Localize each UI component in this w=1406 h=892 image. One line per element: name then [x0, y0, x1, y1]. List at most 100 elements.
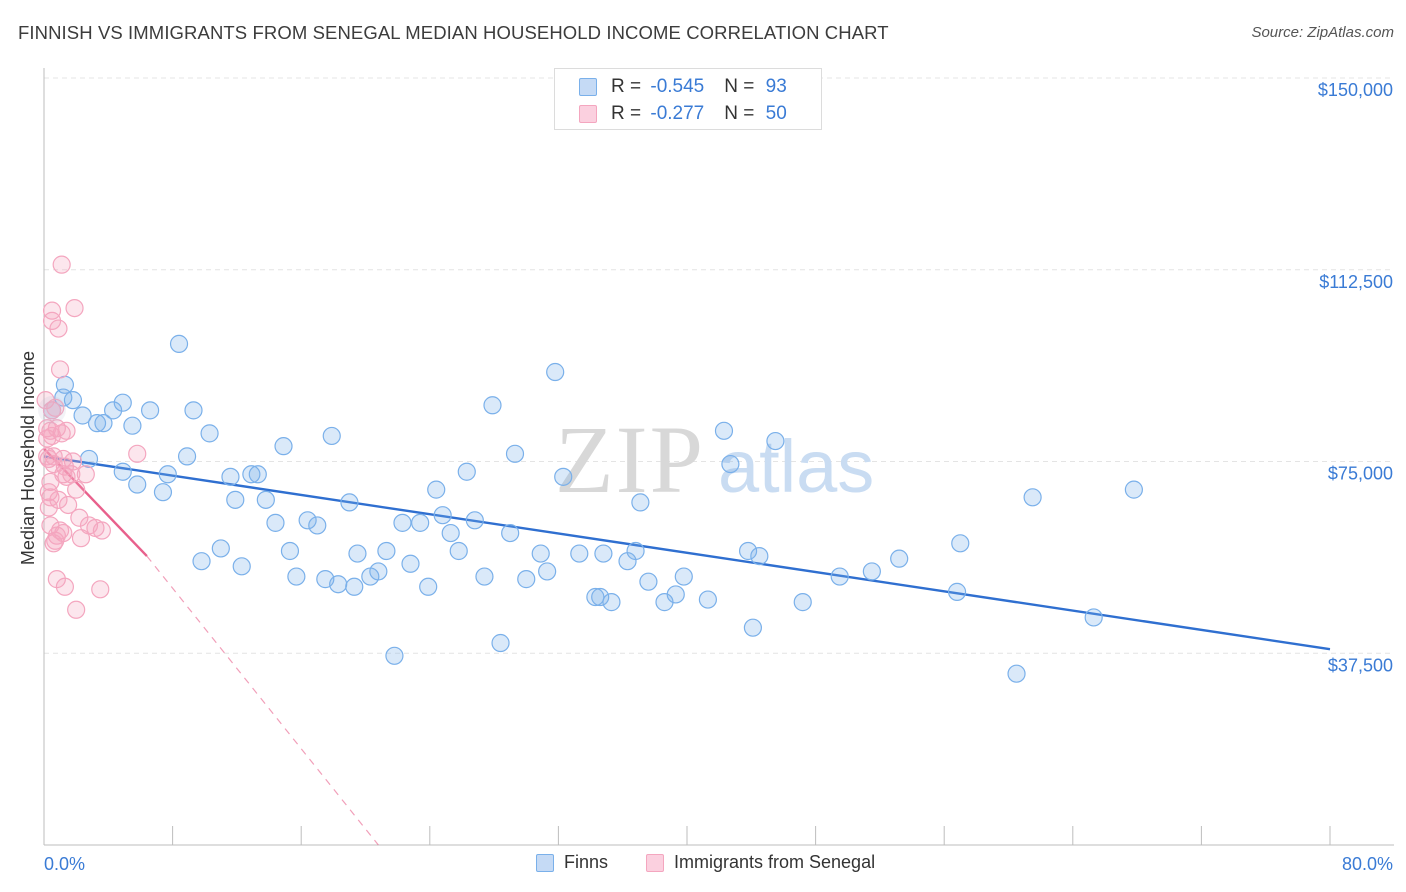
finns-point	[626, 541, 645, 561]
finns-point	[419, 577, 438, 596]
senegal-point	[76, 465, 95, 484]
trend-line-extension-1	[146, 555, 379, 846]
legend-swatch-finns	[579, 78, 597, 96]
finns-point	[158, 465, 177, 484]
finns-point	[698, 590, 717, 609]
senegal-point	[67, 600, 86, 619]
finns-point	[377, 541, 396, 561]
senegal-point	[55, 577, 74, 596]
correlation-legend: R = -0.545 N = 93 R = -0.277 N = 50	[554, 68, 822, 130]
senegal-point	[52, 255, 71, 274]
finns-point	[123, 416, 142, 435]
finns-point	[639, 572, 658, 591]
watermark-zip: ZIP	[555, 406, 705, 513]
senegal-point	[39, 483, 58, 502]
finns-point	[457, 462, 476, 481]
senegal-point	[50, 360, 70, 379]
finns-point	[1084, 608, 1103, 627]
finns-point	[221, 467, 240, 486]
finns-point	[666, 585, 685, 604]
finns-point	[153, 483, 173, 502]
senegal-point	[128, 444, 147, 463]
finns-point	[345, 577, 364, 596]
finns-point	[287, 567, 306, 586]
senegal-point	[70, 508, 89, 527]
senegal-point	[92, 521, 111, 540]
finns-point	[491, 633, 510, 653]
senegal-point	[59, 495, 78, 515]
finns-point	[465, 511, 484, 530]
finns-point	[947, 582, 967, 601]
senegal-point	[55, 457, 74, 476]
x-tick-label-max: 80.0%	[1342, 854, 1393, 874]
senegal-point	[65, 299, 84, 318]
finns-point	[531, 544, 550, 563]
finns-point	[766, 431, 785, 451]
senegal-point	[41, 421, 60, 440]
senegal-point	[71, 529, 91, 548]
senegal-point	[49, 490, 68, 509]
points-layer	[36, 255, 1143, 683]
watermark-atlas: atlas	[718, 425, 874, 508]
watermark: ZIP atlas	[555, 406, 874, 513]
senegal-point	[50, 521, 70, 540]
finns-point	[274, 437, 293, 456]
senegal-point	[91, 580, 110, 599]
finns-point	[232, 557, 251, 576]
finns-point	[586, 587, 605, 607]
finns-point	[890, 549, 909, 568]
legend-r-label: R =	[611, 103, 647, 124]
finns-point	[594, 544, 613, 563]
x-tick-label-min: 0.0%	[44, 854, 85, 874]
finns-point	[830, 567, 849, 586]
finns-point	[256, 490, 275, 509]
trend-line-0	[43, 455, 1331, 651]
finns-point	[743, 618, 763, 637]
finns-point	[721, 454, 740, 474]
y-tick-label: $150,000	[1318, 80, 1393, 100]
finns-point	[87, 414, 107, 433]
finns-point	[674, 567, 693, 586]
finns-point	[248, 465, 267, 484]
senegal-point	[57, 421, 76, 440]
finns-point	[200, 424, 219, 443]
legend-n-value: 50	[765, 103, 787, 124]
finns-point	[570, 544, 589, 563]
finns-point	[184, 401, 203, 420]
finns-point	[538, 562, 557, 581]
legend-swatch-senegal	[579, 105, 597, 123]
finns-point	[369, 562, 388, 581]
finns-point	[226, 490, 245, 509]
finns-point	[211, 539, 230, 558]
senegal-point	[38, 447, 57, 466]
finns-point	[73, 406, 92, 425]
finns-point	[411, 513, 430, 532]
legend-row-senegal: R = -0.277 N = 50	[579, 101, 787, 127]
finns-point	[140, 401, 160, 420]
finns-point	[517, 570, 536, 589]
legend-n-label: N =	[724, 76, 760, 97]
finns-point	[104, 401, 123, 420]
bottom-legend-swatch-finns	[536, 853, 554, 872]
finns-point	[128, 475, 147, 494]
finns-point	[385, 646, 404, 665]
senegal-point	[49, 319, 68, 338]
bottom-legend-senegal: Immigrants from Senegal	[646, 852, 875, 873]
finns-point	[113, 393, 132, 412]
finns-point	[79, 449, 99, 469]
senegal-point	[42, 401, 62, 420]
finns-point	[441, 523, 460, 543]
senegal-point	[42, 301, 62, 320]
finns-point	[308, 516, 327, 535]
legend-r-label: R =	[611, 76, 647, 97]
finns-point	[714, 421, 734, 440]
finns-point	[546, 362, 565, 382]
bottom-legend-swatch-senegal	[646, 853, 664, 872]
y-tick-label: $75,000	[1328, 464, 1393, 484]
senegal-point	[46, 398, 65, 417]
finns-point	[322, 426, 341, 446]
finns-point	[505, 444, 525, 463]
bottom-legend-finns: Finns	[536, 852, 608, 873]
finns-point	[449, 541, 468, 561]
